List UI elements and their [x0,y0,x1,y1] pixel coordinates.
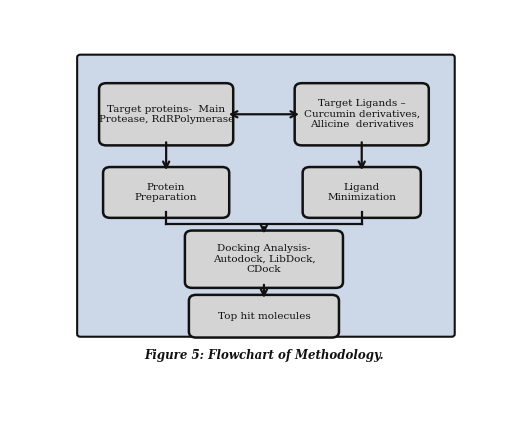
Text: Target Ligands –
Curcumin derivatives,
Allicine  derivatives: Target Ligands – Curcumin derivatives, A… [304,99,420,129]
FancyBboxPatch shape [77,55,455,337]
Text: Ligand
Minimization: Ligand Minimization [327,183,396,202]
Text: Figure 5: Flowchart of Methodology.: Figure 5: Flowchart of Methodology. [144,349,384,362]
FancyBboxPatch shape [189,295,339,338]
Text: Protein
Preparation: Protein Preparation [135,183,197,202]
Text: Target proteins-  Main
Protease, RdRPolymerase: Target proteins- Main Protease, RdRPolym… [98,104,234,124]
FancyBboxPatch shape [303,167,421,218]
FancyBboxPatch shape [295,83,429,146]
FancyBboxPatch shape [99,83,233,146]
Text: Docking Analysis-
Autodock, LibDock,
CDock: Docking Analysis- Autodock, LibDock, CDo… [213,244,315,274]
Text: Top hit molecules: Top hit molecules [217,312,311,321]
FancyBboxPatch shape [103,167,229,218]
FancyBboxPatch shape [185,231,343,288]
